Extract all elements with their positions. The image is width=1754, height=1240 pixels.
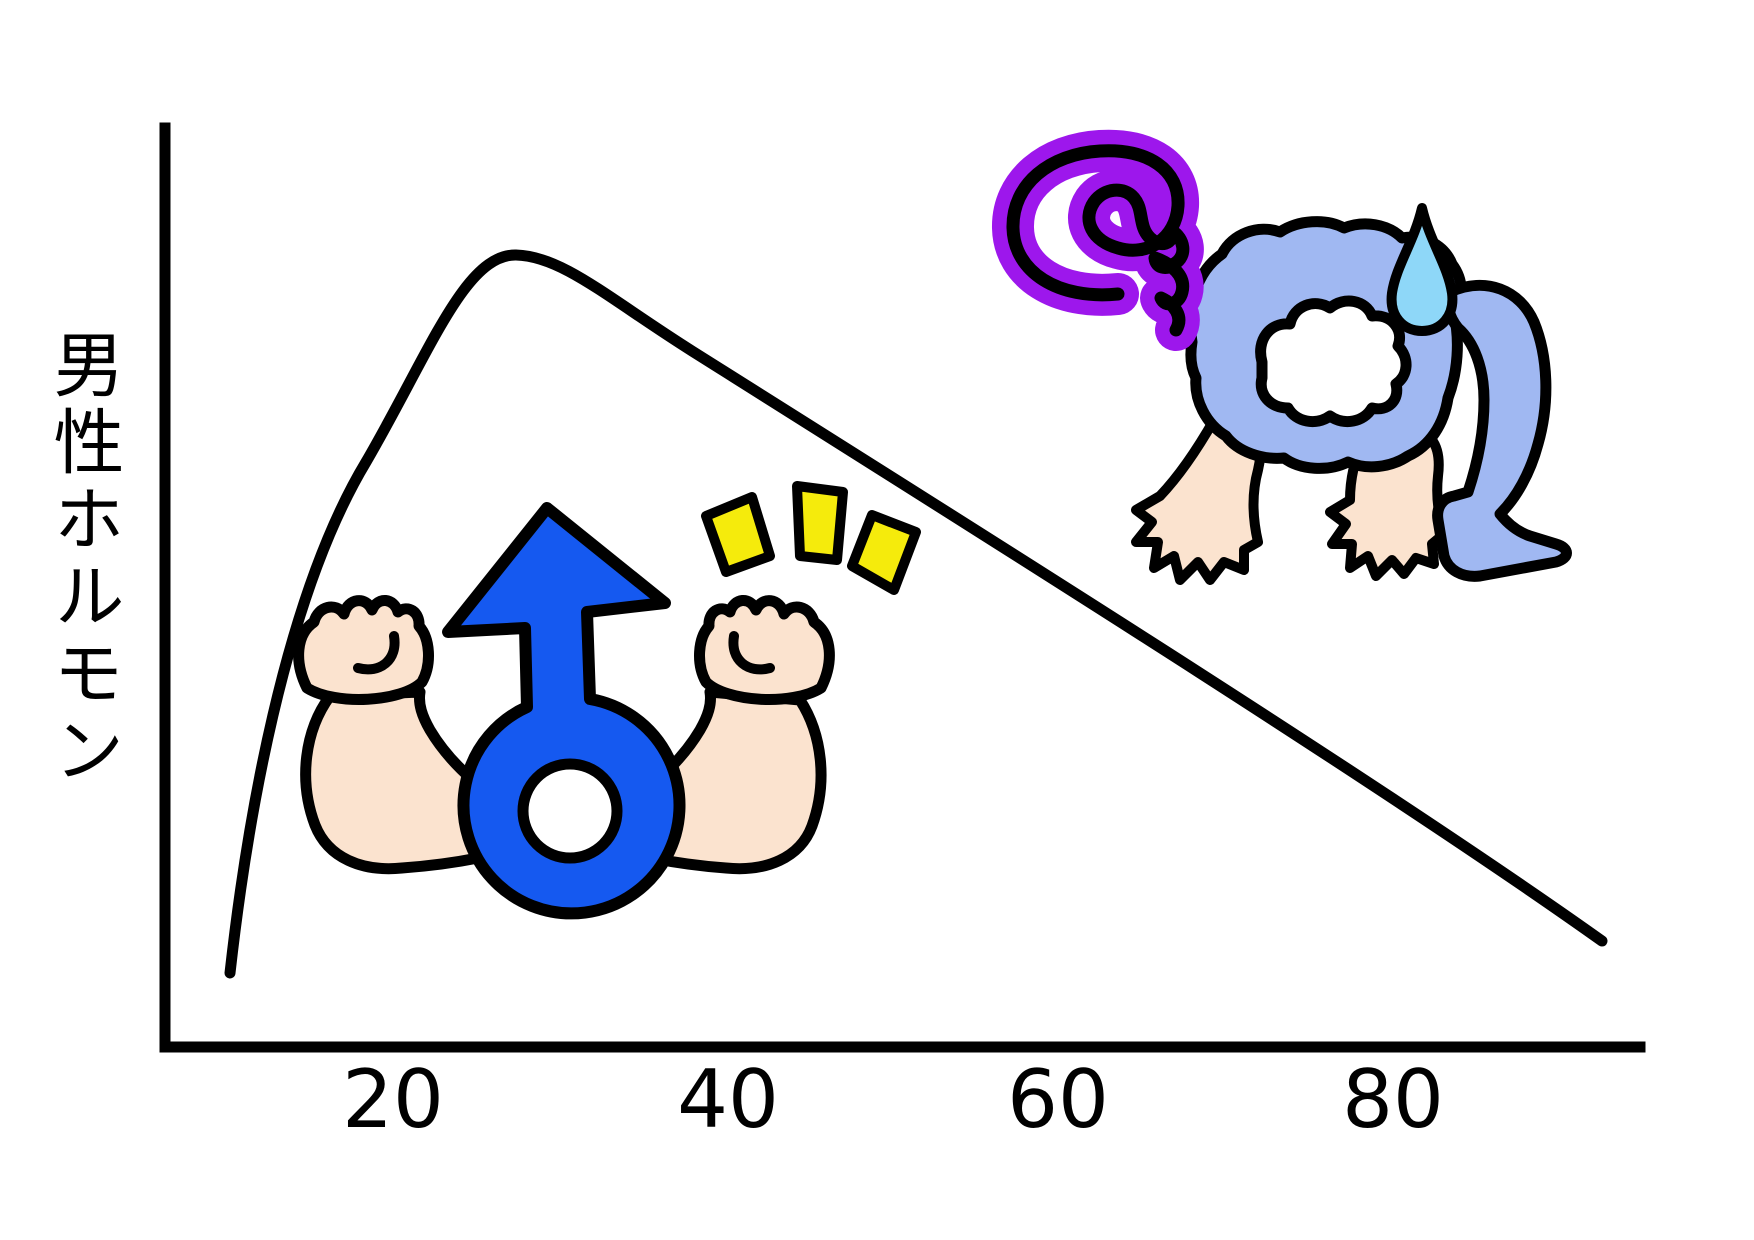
x-tick-label-20: 20 xyxy=(342,1053,444,1146)
drooping-exhausted-figure-illustration xyxy=(992,129,1572,585)
spark-right xyxy=(847,510,921,595)
dizzy-scribble-line xyxy=(1006,144,1190,337)
spark-left xyxy=(701,492,775,577)
drooping-right-arm xyxy=(1325,433,1449,581)
x-tick-label-60: 60 xyxy=(1007,1053,1109,1146)
flexing-male-symbol-illustration xyxy=(293,481,921,920)
hormone-curve xyxy=(224,249,1608,979)
left-fist-curl-line xyxy=(353,631,400,675)
spark-middle xyxy=(792,481,848,565)
axes xyxy=(159,122,1646,1053)
left-fist xyxy=(293,595,434,705)
slumped-body-hole xyxy=(1255,295,1412,428)
emphasis-sparks-icon xyxy=(701,481,921,595)
xy-axis-lines xyxy=(159,122,1646,1053)
x-tick-label-80: 80 xyxy=(1342,1053,1444,1146)
limp-trunk-arrow xyxy=(1432,279,1572,582)
right-fist-curl-line xyxy=(728,631,775,675)
x-tick-label-40: 40 xyxy=(677,1053,779,1146)
dizzy-scribble-icon xyxy=(992,129,1204,351)
sweat-drop-icon xyxy=(1386,203,1458,336)
male-symbol-ring-hole xyxy=(517,758,623,864)
right-fist xyxy=(694,595,835,705)
y-axis-label: 男性ホルモン xyxy=(42,328,125,790)
